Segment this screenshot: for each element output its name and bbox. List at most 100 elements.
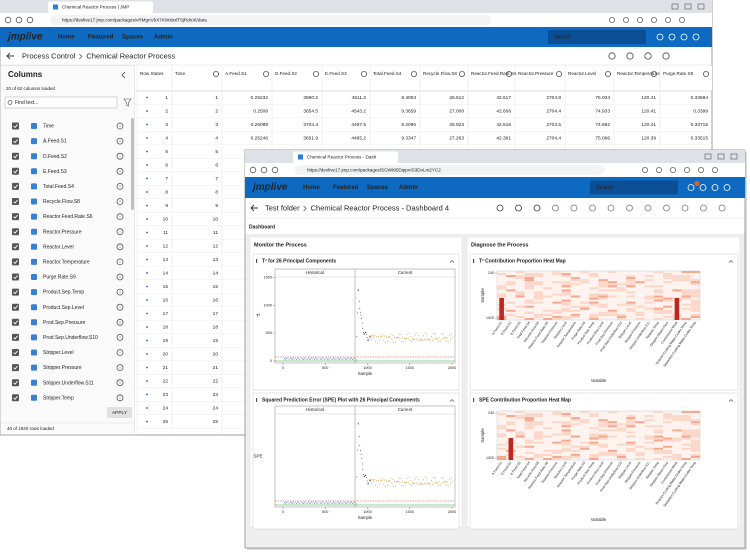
icon [703,71,710,78]
column-header[interactable]: Reactor.Pressure [518,71,554,76]
checkbox[interactable] [12,273,19,281]
url-text[interactable]: https://devlive17.jmp.com/packages/vRMgn… [62,18,207,23]
checkbox[interactable] [12,349,19,356]
heat-cell [690,435,700,438]
section-title: Diagnose the Process [471,242,528,248]
search-placeholder[interactable]: Search [596,185,613,191]
column-header[interactable]: Row States [140,71,164,76]
collapse-icon[interactable] [728,399,734,402]
checkbox[interactable] [12,228,19,236]
nav-link[interactable]: Home [303,185,320,191]
heat-cell [524,281,534,284]
breadcrumb-link[interactable]: Process Control [22,51,76,60]
icon [116,167,124,175]
nav-link[interactable]: Admin [154,35,173,41]
icon [699,184,707,191]
check-mark [13,139,18,144]
heat-cell [524,445,534,448]
nav-link[interactable]: Admin [399,185,418,191]
checkbox[interactable] [12,198,19,205]
heat-cell [635,281,645,284]
column-header[interactable]: Purge.Rate.S9 [663,71,694,76]
heat-cell [690,289,700,292]
cell: 11 [213,230,218,236]
cell: 4511.2 [352,95,367,101]
column-header[interactable]: Total.Feed.S4 [373,71,402,76]
column-header[interactable]: Reactor.Temperature [617,71,660,76]
icon [609,16,616,23]
heat-cell [672,457,682,460]
checkbox[interactable] [12,394,19,402]
collapse-icon[interactable] [449,399,455,402]
search-placeholder[interactable]: Search [554,34,571,40]
heat-cell [626,301,636,304]
heat-cell [672,289,682,292]
heat-cell [644,425,654,428]
checkbox[interactable] [12,288,19,296]
checkbox[interactable] [12,137,19,145]
column-header[interactable]: Time [175,71,185,76]
heat-cell [681,275,691,278]
checkbox[interactable] [12,167,19,175]
url-field[interactable] [295,165,605,175]
column-header[interactable]: E.Feed.S3 [325,71,347,76]
heat-cell [524,275,534,278]
tab-title[interactable]: Chemical Reactor Process | JMP [62,5,129,10]
search-box[interactable] [548,30,646,44]
logo[interactable]: jmplive [6,32,43,43]
column-header[interactable]: Recycle.Flow.S8 [423,71,457,76]
heat-cell [607,313,617,316]
checkbox[interactable] [12,152,19,160]
nav-link[interactable]: Featured [333,185,359,191]
checkbox[interactable] [12,258,19,266]
checkbox[interactable] [12,303,19,311]
cell: 4497.5 [351,122,366,128]
nav-link[interactable]: Spaces [367,185,389,191]
tab-title[interactable]: Chemical Reactor Process - Dash [307,155,377,160]
column-header[interactable]: D.Feed.S2 [275,71,297,76]
checkbox[interactable] [12,243,19,251]
heat-cell [690,303,700,306]
checkbox[interactable] [12,333,19,341]
logo[interactable]: jmplive [251,182,288,193]
heat-cell [589,317,599,320]
search-box[interactable] [590,180,678,195]
checkbox[interactable] [12,318,19,326]
heat-cell [589,273,599,276]
row-state-marker [146,258,148,261]
checkbox[interactable] [12,182,19,190]
find-placeholder[interactable]: Find text... [15,100,38,106]
info-i: i [120,290,121,294]
x-tick-label: 500 [322,510,328,514]
checkbox[interactable] [12,213,19,221]
nav-link[interactable]: Featured [88,35,114,41]
column-header[interactable]: Reactor.Level [568,71,596,76]
checkbox[interactable] [12,379,19,387]
column-header[interactable]: A.Feed.S1 [225,71,247,76]
filter-icon[interactable] [123,98,132,107]
heat-cell [672,429,682,432]
y-tick-label: 1500 [264,275,272,279]
icon [4,16,12,24]
heat-cell [607,309,617,312]
heat-cell [497,443,507,446]
url-text[interactable]: https://devlive17.jmp.com/packages/SGWt9… [307,168,441,173]
find-box[interactable] [4,96,118,109]
apply-button[interactable] [107,407,132,418]
drag-handle [256,259,258,263]
panel-title: T² for 26 Principal Components [262,259,336,265]
nav-link[interactable]: Home [58,35,75,41]
nav-link[interactable]: Spaces [122,35,144,41]
checkbox[interactable] [12,364,19,372]
url-field[interactable] [50,15,492,25]
checkbox[interactable] [12,122,19,130]
breadcrumb-link[interactable]: Test folder [265,203,300,212]
heat-cell [543,309,553,312]
collapse-icon[interactable] [121,71,126,79]
collapse-icon[interactable] [728,260,734,263]
collapse-icon[interactable] [449,260,455,263]
column-header[interactable]: Reactor.Feed.Rate.S6 [471,71,517,76]
heat-cell [561,413,571,416]
apply-label[interactable]: APPLY [112,410,128,416]
